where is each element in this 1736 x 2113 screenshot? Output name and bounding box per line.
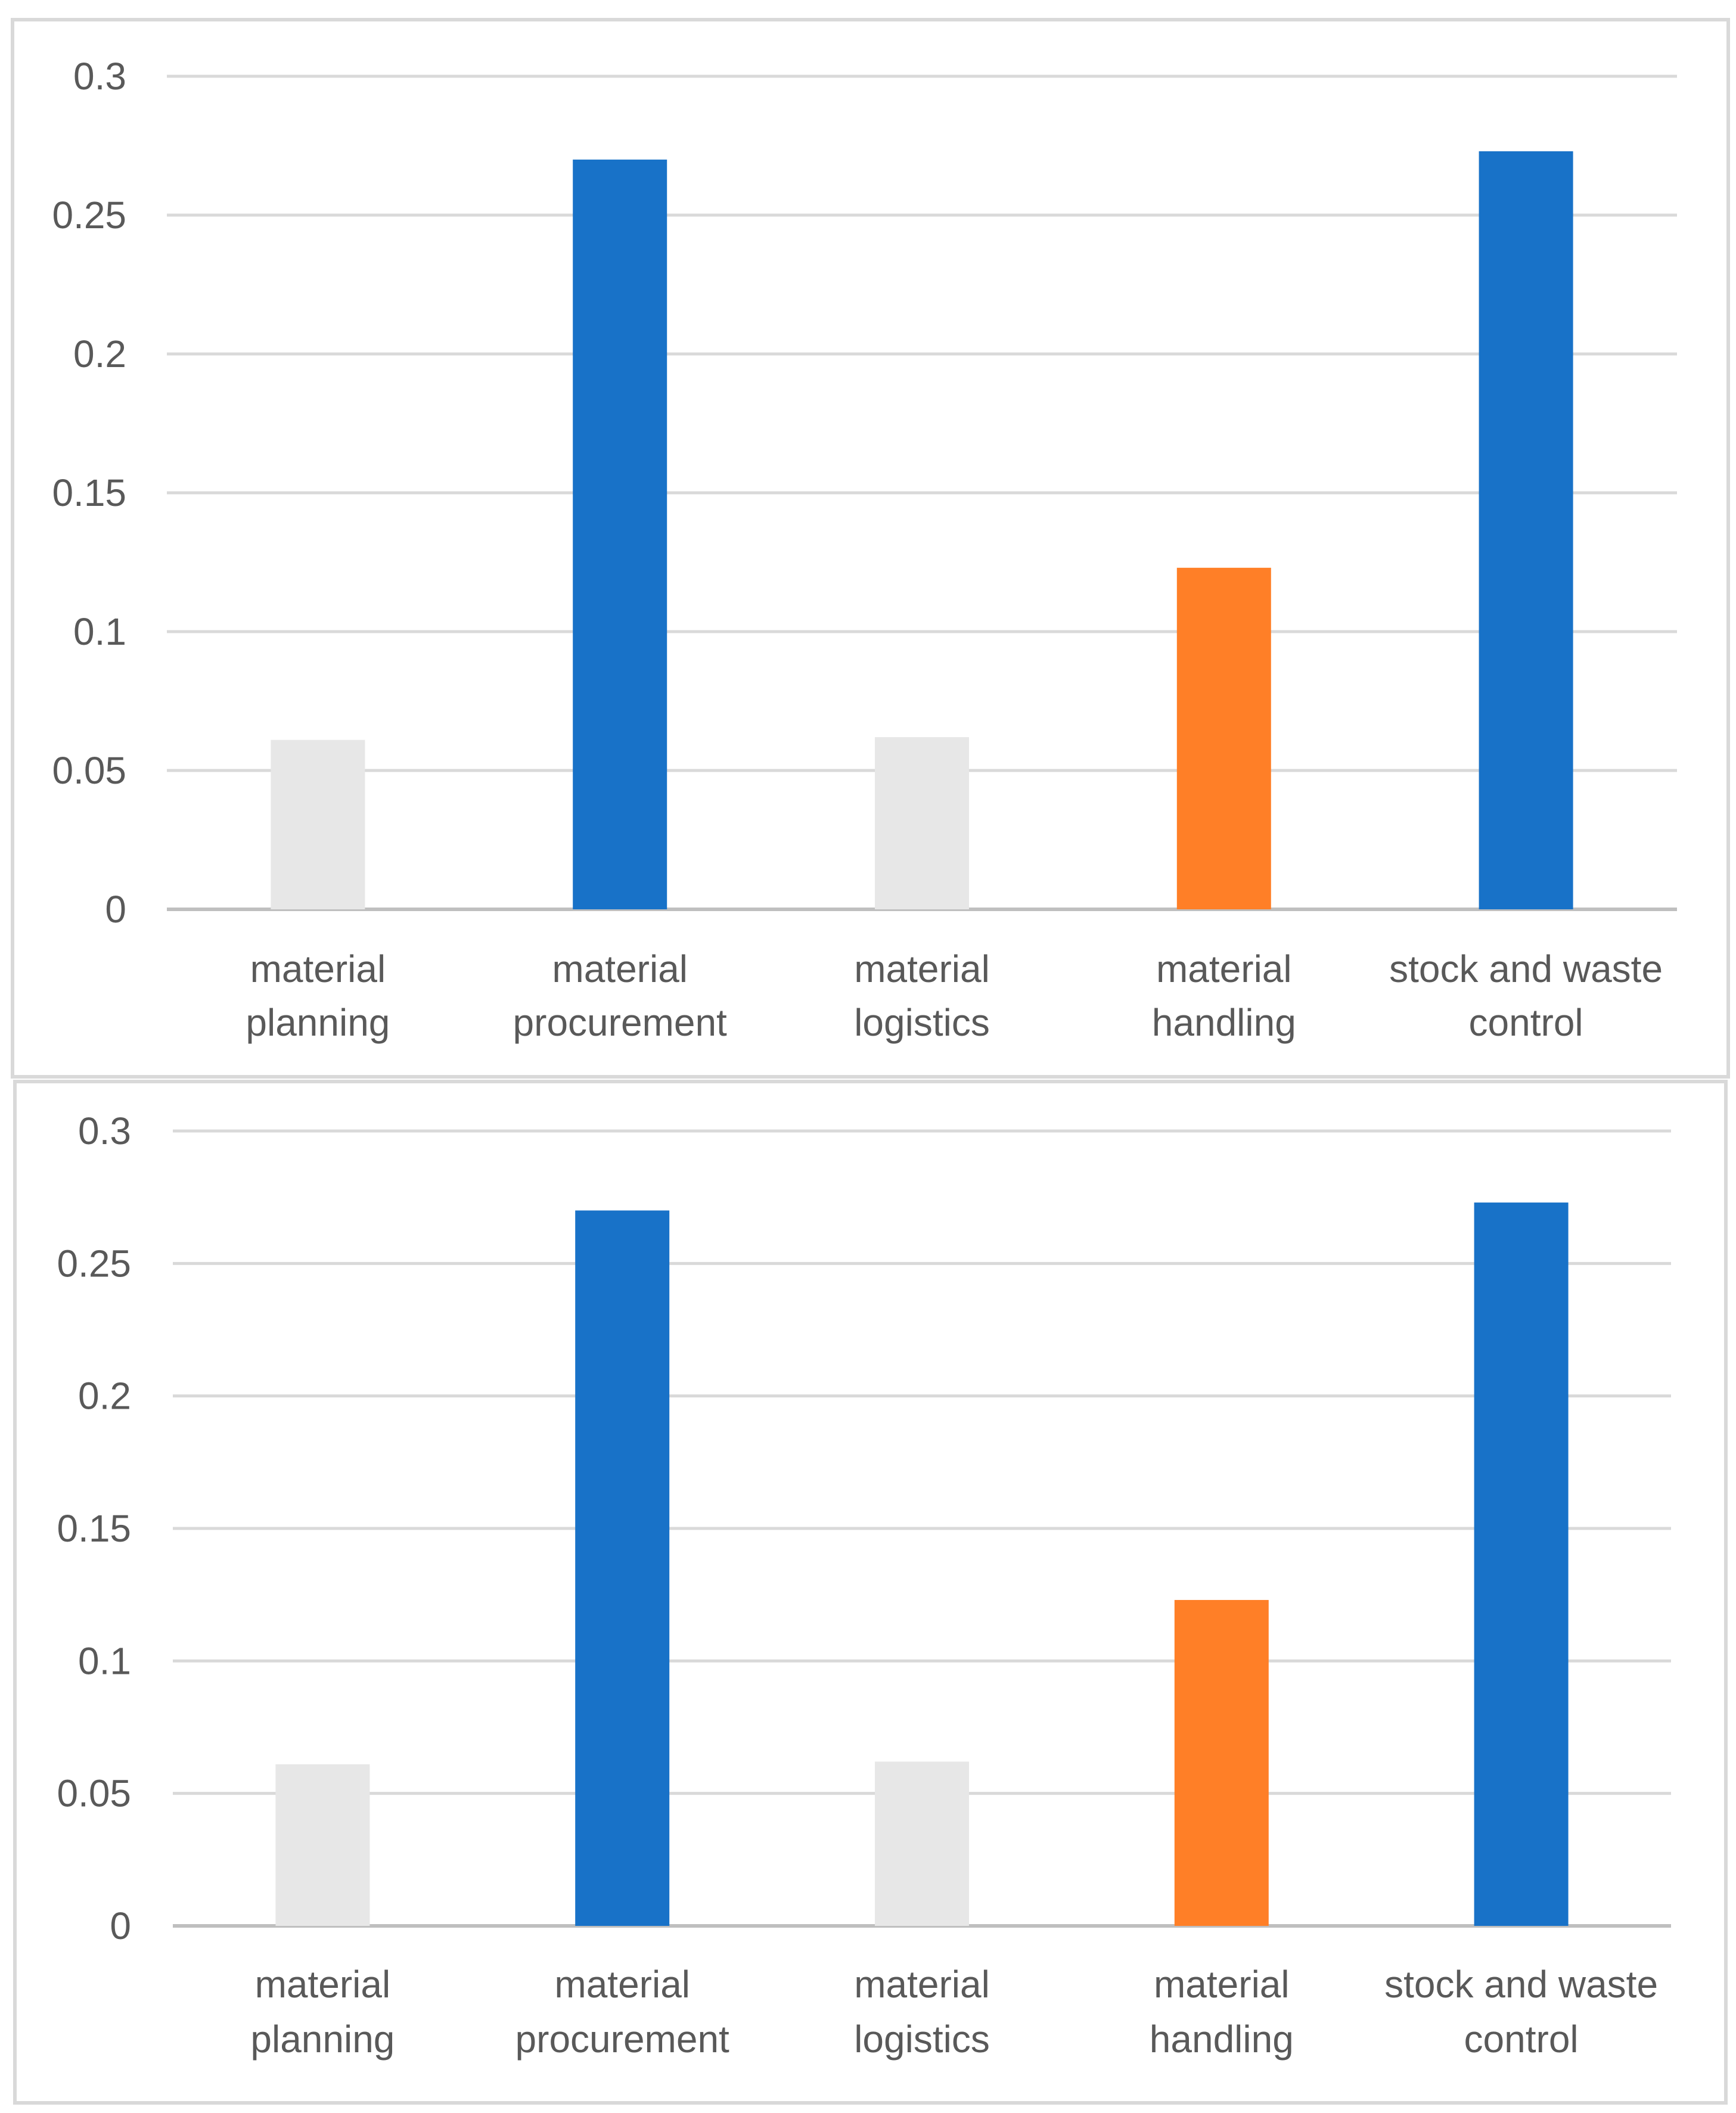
y-tick-label: 0.3 xyxy=(73,55,126,98)
x-category-label: material xyxy=(854,1963,990,2006)
x-category-label: control xyxy=(1464,2018,1579,2061)
x-category-label: handling xyxy=(1150,2018,1294,2061)
bar-bottom-3 xyxy=(875,1761,969,1926)
y-tick-label: 0.25 xyxy=(52,194,126,237)
y-tick-label: 0.1 xyxy=(78,1639,131,1682)
y-tick-label: 0.15 xyxy=(52,471,126,514)
bar-bottom-2 xyxy=(575,1210,670,1926)
bar-bottom-1 xyxy=(275,1764,370,1926)
bar-bottom-4 xyxy=(1174,1600,1269,1926)
y-tick-label: 0.1 xyxy=(73,610,126,653)
x-category-label: procurement xyxy=(515,2018,730,2061)
x-category-label: procurement xyxy=(513,1001,728,1044)
y-tick-label: 0.2 xyxy=(78,1375,131,1418)
x-category-label: logistics xyxy=(854,2018,990,2061)
chart-panel-top: 0 0.05 0.1 0.15 0.2 0.25 0.3 material planning ma… xyxy=(11,18,1730,1079)
bar-top-2 xyxy=(573,159,667,909)
chart-panel-bottom: 0 0.05 0.1 0.15 0.2 0.25 0.3 material planning ma… xyxy=(13,1080,1728,2105)
x-category-label: material xyxy=(1154,1963,1290,2006)
x-category-label: planning xyxy=(246,1001,390,1044)
x-category-label: material xyxy=(552,947,688,990)
y-tick-label: 0.05 xyxy=(57,1772,131,1815)
x-category-label: material xyxy=(1156,947,1292,990)
y-tick-label: 0.2 xyxy=(73,333,126,375)
x-category-label: stock and waste xyxy=(1384,1963,1658,2006)
y-tick-label: 0.25 xyxy=(57,1242,131,1285)
bar-bottom-5 xyxy=(1474,1202,1569,1926)
bar-top-5 xyxy=(1479,151,1573,909)
y-tick-label: 0.05 xyxy=(52,749,126,792)
x-category-label: logistics xyxy=(854,1001,990,1044)
x-category-label: material xyxy=(854,947,990,990)
bar-chart-bottom: 0 0.05 0.1 0.15 0.2 0.25 0.3 material planning ma… xyxy=(57,1110,1671,2061)
x-category-label: material xyxy=(250,947,386,990)
bar-top-3 xyxy=(875,737,969,909)
x-category-label: control xyxy=(1469,1001,1583,1044)
bar-top-1 xyxy=(271,739,365,909)
x-category-label: handling xyxy=(1152,1001,1296,1044)
x-category-label: planning xyxy=(250,2018,395,2061)
y-tick-label: 0.3 xyxy=(78,1110,131,1152)
y-tick-label: 0.15 xyxy=(57,1507,131,1550)
y-tick-label: 0 xyxy=(105,888,126,931)
x-category-label: material xyxy=(554,1963,690,2006)
bar-chart-top: 0 0.05 0.1 0.15 0.2 0.25 0.3 material planning ma… xyxy=(52,55,1677,1044)
x-category-label: stock and waste xyxy=(1389,947,1663,990)
x-category-label: material xyxy=(255,1963,391,2006)
bar-top-4 xyxy=(1176,567,1271,909)
y-tick-label: 0 xyxy=(110,1904,131,1947)
